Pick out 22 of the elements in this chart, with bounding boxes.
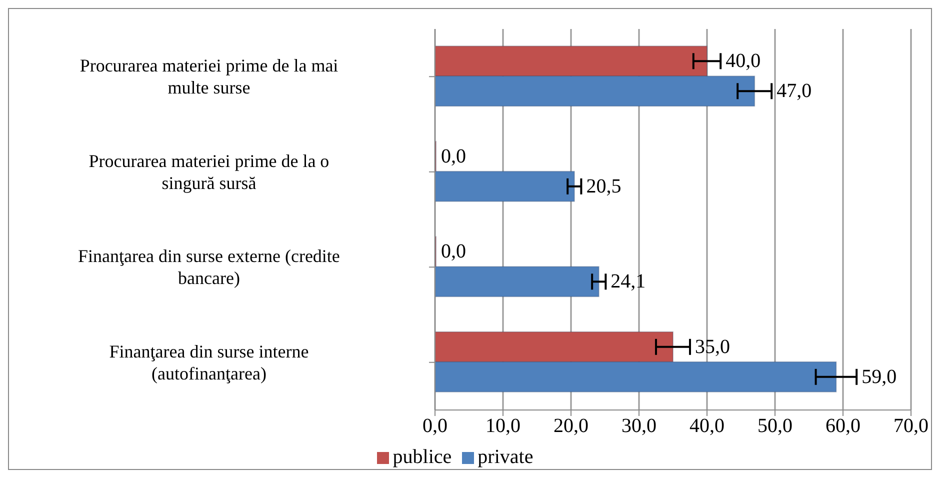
x-tick-label: 40,0 (690, 415, 724, 438)
y-tick-label: Finanţarea din surse externe (credite bancare) (78, 246, 340, 288)
x-tick-label: 70,0 (894, 415, 928, 438)
data-label: 0,0 (441, 145, 466, 168)
data-label: 40,0 (726, 50, 761, 72)
x-tick-label: 20,0 (554, 415, 588, 438)
x-tick-label: 0,0 (422, 415, 448, 438)
x-tick-label: 10,0 (486, 415, 520, 438)
data-label: 59,0 (862, 366, 897, 388)
legend-label: private (478, 446, 534, 468)
data-label: 47,0 (776, 80, 812, 102)
x-tick-label: 60,0 (826, 415, 860, 438)
x-tick-label: 30,0 (622, 415, 656, 438)
data-label: 20,5 (586, 175, 622, 198)
y-tick-label: Finanţarea din surse interne (autofinanţarea) (109, 341, 309, 384)
data-label: 35,0 (695, 336, 730, 358)
x-tick-label: 50,0 (758, 415, 792, 438)
y-tick-label: Procurarea materiei prime de la o singură sursă (88, 150, 330, 193)
legend-label: publice (392, 446, 452, 468)
data-label: 0,0 (441, 240, 466, 263)
y-tick-label: Procurarea materiei prime de la mai multe surse (80, 56, 338, 98)
data-label: 24,1 (610, 270, 646, 293)
